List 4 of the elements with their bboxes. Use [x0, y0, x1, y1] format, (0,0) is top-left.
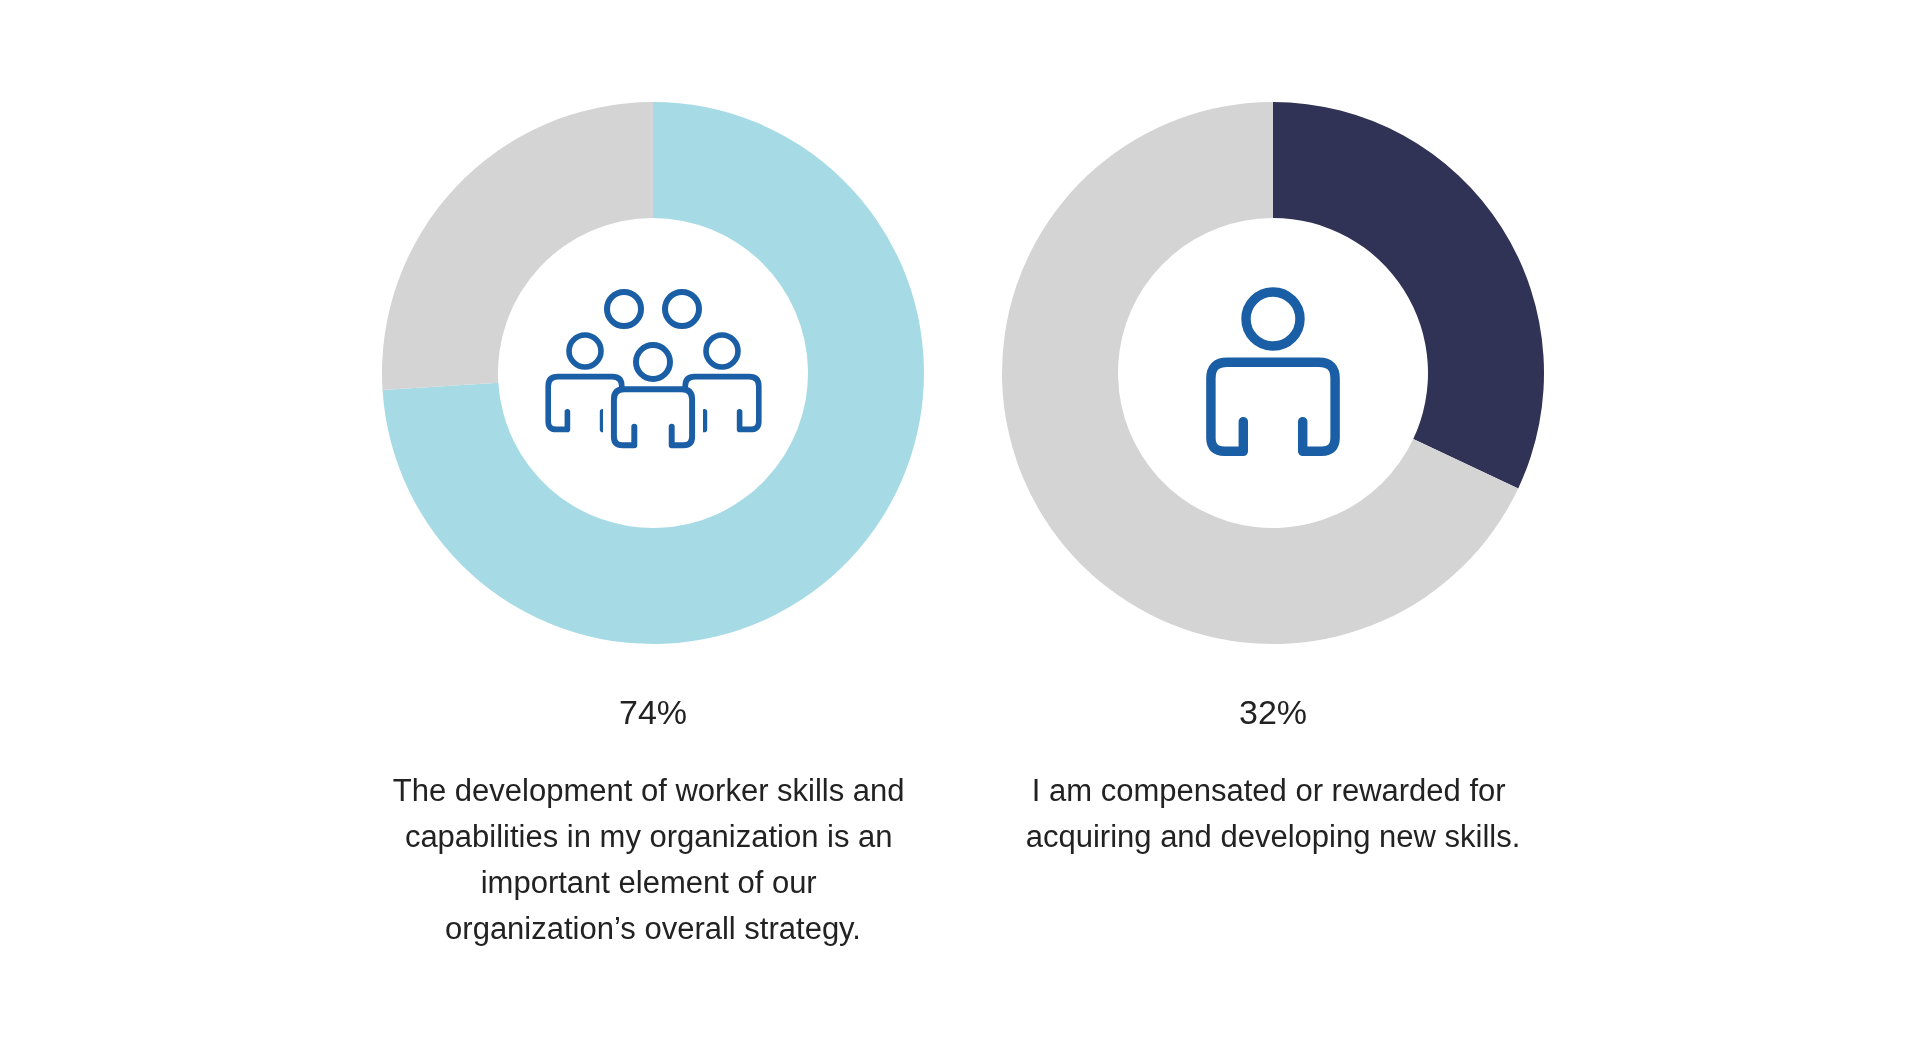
- text: 32%: [1238, 693, 1308, 731]
- text: 74%: [618, 693, 688, 731]
- text: The development of worker skills and capabilities in my organization is an important element of our organization’s overall strategy.: [392, 772, 914, 946]
- text: I am compensated or rewarded for acquiring and developing new skills.: [1025, 772, 1521, 854]
